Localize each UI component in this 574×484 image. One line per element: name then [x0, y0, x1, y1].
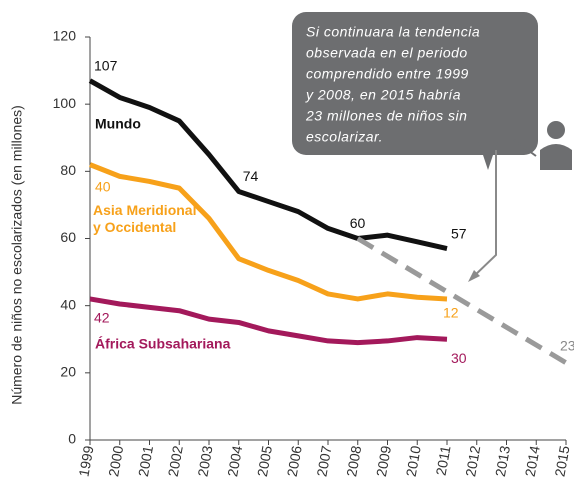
x-tick-label: 2012: [462, 444, 483, 478]
x-tick-label: 1999: [75, 444, 96, 478]
callout-line: Si continuara la tendencia: [306, 24, 480, 40]
x-tick-label: 2011: [433, 444, 454, 477]
x-tick-label: 2000: [105, 444, 126, 478]
x-tick-label: 2015: [551, 444, 572, 478]
x-tick-label: 2003: [194, 444, 215, 478]
x-tick-label: 2010: [403, 444, 424, 478]
callout-box: [292, 12, 538, 155]
value-label: 57: [451, 225, 467, 241]
series-name: Mundo: [95, 116, 141, 132]
x-tick-label: 2014: [522, 444, 543, 478]
series-line: [356, 236, 568, 365]
x-tick-label: 2001: [135, 444, 156, 478]
y-axis-label: Número de niños no escolarizados (en mil…: [9, 105, 25, 405]
value-label: 107: [94, 57, 118, 73]
series-line: [88, 78, 448, 252]
value-label: 42: [94, 310, 110, 326]
x-tick-label: 2009: [373, 444, 394, 478]
y-tick-label: 120: [53, 28, 77, 44]
x-tick-label: 2005: [254, 444, 275, 478]
y-tick-label: 0: [68, 431, 76, 447]
x-tick-label: 2008: [343, 444, 364, 478]
annotation: 12: [443, 305, 459, 321]
arrow-head: [468, 270, 480, 282]
y-tick-label: 80: [60, 162, 76, 178]
callout-line: 23 millones de niños sin: [305, 108, 467, 124]
x-tick-label: 2007: [313, 444, 334, 478]
x-tick-label: 2013: [492, 444, 513, 478]
series-name: Asia Meridional y Occidental: [93, 202, 197, 235]
value-label: 23: [560, 337, 574, 353]
series-name: África Subsahariana: [95, 336, 231, 352]
callout-line: escolarizar.: [306, 129, 383, 145]
value-label: 30: [451, 350, 467, 366]
x-tick-label: 2006: [284, 444, 305, 478]
series-line: [89, 296, 448, 346]
x-tick-label: 2004: [224, 444, 245, 478]
callout-line: y 2008, en 2015 habría: [305, 87, 461, 103]
x-tick-label: 2002: [165, 444, 186, 478]
series-line: [89, 162, 448, 302]
y-tick-label: 100: [53, 95, 77, 111]
value-label: 60: [350, 215, 366, 231]
y-tick-label: 60: [60, 229, 76, 245]
series-name-box: Asia Meridional y Occidental: [93, 202, 197, 235]
annotation: 40: [95, 179, 111, 195]
value-label: 74: [243, 168, 259, 184]
callout-arrow: [471, 150, 497, 279]
callout-line: comprendido entre 1999: [306, 66, 469, 82]
y-tick-label: 40: [60, 296, 76, 312]
callout-line: observada en el periodo: [306, 45, 468, 61]
callout-tail: [478, 140, 498, 170]
callout-text: Si continuara la tendencia observada en e…: [305, 24, 480, 145]
y-tick-label: 20: [60, 364, 76, 380]
presenter-icon: [513, 121, 572, 170]
